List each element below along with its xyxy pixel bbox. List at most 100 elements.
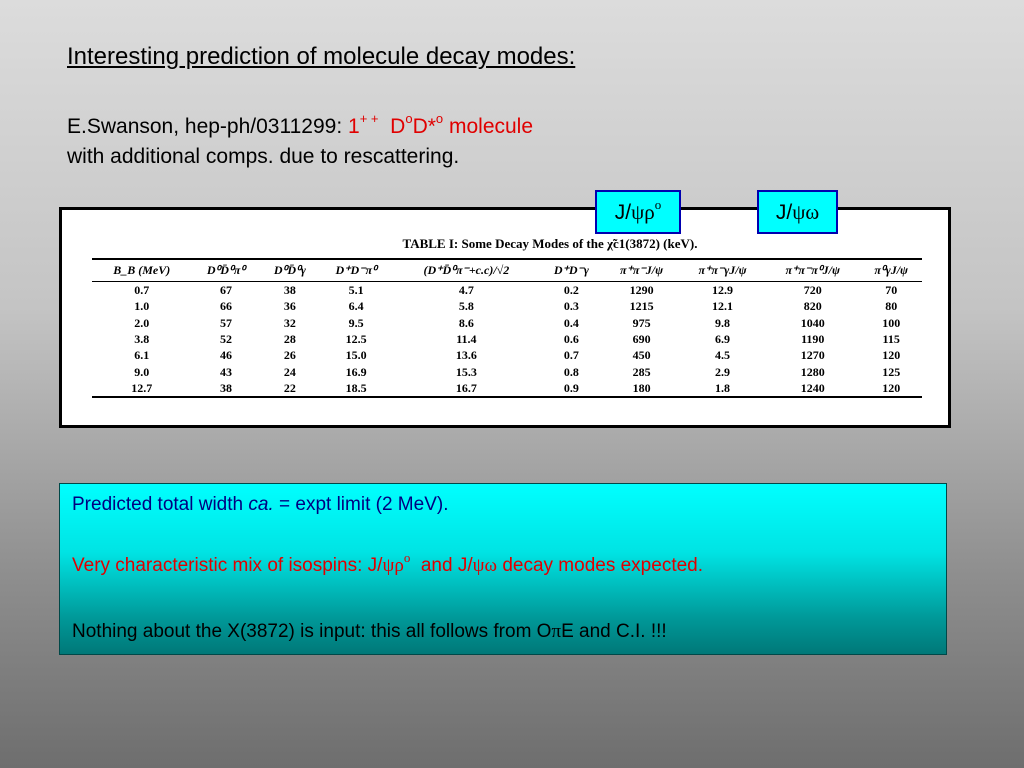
info-box: Predicted total width ca. = expt limit (…: [59, 483, 947, 655]
table-cell: 80: [885, 299, 898, 314]
table-cell: 125: [882, 364, 901, 379]
table-cell: 46: [220, 348, 232, 363]
table-cell: 120: [860, 379, 922, 399]
table-cell: 0.4: [563, 315, 579, 330]
table-cell: 18.5: [319, 379, 394, 399]
table-header: π⁺π⁻γJ/ψ: [680, 258, 766, 282]
table-cell: 8.6: [458, 315, 474, 330]
tag-jpsi-omega: J/ψω: [757, 190, 838, 234]
table-cell: 0.7: [134, 283, 150, 298]
table-cell: 0.6: [563, 332, 579, 347]
table-cell: 120: [882, 348, 901, 363]
table-body: 0.7 67 38 5.1 4.7 0.2 1290 12.9 720 70 1.0 66 36 6.4 5…: [92, 282, 922, 399]
table-cell: 36: [283, 299, 296, 314]
table-row: 2.0 57 32 9.5 8.6 0.4 975 9.8 1040 100: [92, 315, 922, 331]
table-cell: 690: [632, 332, 651, 347]
table-header: D⁺D⁻γ: [539, 258, 604, 282]
table-cell: 16.7: [393, 379, 540, 399]
table-cell: 820: [803, 299, 822, 314]
table-cell: 975: [632, 315, 651, 330]
table-cell: 1240: [765, 379, 861, 399]
table-cell: 1040: [800, 315, 825, 330]
table-cell: 6.1: [134, 348, 150, 363]
table-cell: 6.4: [348, 299, 364, 314]
table-cell: 16.9: [345, 364, 367, 379]
table-header: D⁰D̄⁰γ: [260, 258, 320, 282]
table-header: D⁰D̄⁰π⁰: [191, 258, 261, 282]
table-cell: 450: [632, 348, 651, 363]
reference-line-2: with additional comps. due to rescatteri…: [67, 145, 460, 168]
table-cell: 9.5: [348, 315, 364, 330]
table-header-row: B_B (MeV) D⁰D̄⁰π⁰ D⁰D̄⁰γ D⁺D⁻π⁰ (D⁺D̄⁰π⁻…: [92, 258, 922, 282]
table-cell: 0.8: [563, 364, 579, 379]
table-row: 1.0 66 36 6.4 5.8 0.3 1215 12.1 820 80: [92, 298, 922, 314]
table-cell: 22: [260, 379, 320, 399]
table-cell: 57: [220, 315, 232, 330]
table-cell: 1215: [629, 299, 654, 314]
table-cell: 13.6: [455, 348, 477, 363]
table-cell: 2.0: [134, 315, 150, 330]
table-cell: 12.7: [92, 379, 192, 399]
table-cell: 28: [283, 332, 296, 347]
table-cell: 9.8: [715, 315, 731, 330]
table-cell: 2.9: [715, 364, 731, 379]
table-cell: 1.0: [134, 299, 150, 314]
decay-table: B_B (MeV) D⁰D̄⁰π⁰ D⁰D̄⁰γ D⁺D⁻π⁰ (D⁺D̄⁰π⁻…: [92, 258, 922, 399]
table-row: 3.8 52 28 12.5 11.4 0.6 690 6.9 1190 115: [92, 331, 922, 347]
table-cell: 5.1: [348, 283, 364, 298]
table-cell: 720: [803, 283, 822, 298]
table-header: (D⁺D̄⁰π⁻+c.c)/√2: [393, 258, 540, 282]
table-cell: 12.9: [712, 283, 734, 298]
table-cell: 0.3: [563, 299, 579, 314]
table-cell: 1270: [800, 348, 825, 363]
table-cell: 11.4: [456, 332, 477, 347]
table-row: 12.7 38 22 18.5 16.7 0.9 180 1.8 1240 120: [92, 379, 922, 399]
info-line-width: Predicted total width ca. = expt limit (…: [72, 494, 449, 515]
table-cell: 67: [220, 283, 232, 298]
info-line-isospin: Very characteristic mix of isospins: J/ψ…: [72, 549, 704, 576]
table-cell: 1290: [629, 283, 654, 298]
table-cell: 52: [220, 332, 232, 347]
table-header: B_B (MeV): [92, 258, 192, 282]
state-label: 1+ + DoD*o molecule: [348, 111, 534, 138]
reference-author: E.Swanson, hep-ph/0311299:: [67, 115, 343, 138]
table-cell: 285: [632, 364, 651, 379]
table-cell: 38: [191, 379, 261, 399]
table-cell: 38: [283, 283, 296, 298]
table-cell: 115: [882, 332, 900, 347]
table-row: 6.1 46 26 15.0 13.6 0.7 450 4.5 1270 120: [92, 347, 922, 363]
table-cell: 12.1: [712, 299, 734, 314]
decay-table-figure: TABLE I: Some Decay Modes of the χ̃c1(38…: [59, 207, 951, 428]
table-cell: 0.9: [539, 379, 604, 399]
table-cell: 100: [882, 315, 901, 330]
table-cell: 4.7: [458, 283, 474, 298]
reference-text: E.Swanson, hep-ph/0311299: 1+ + DoD*o mo…: [67, 112, 533, 172]
reference-line-1: E.Swanson, hep-ph/0311299: 1+ + DoD*o mo…: [67, 112, 533, 142]
table-header: D⁺D⁻π⁰: [319, 258, 394, 282]
slide-title: Interesting prediction of molecule decay…: [67, 43, 576, 70]
table-cell: 180: [603, 379, 681, 399]
table-cell: 1280: [800, 364, 825, 379]
table-row: 9.0 43 24 16.9 15.3 0.8 285 2.9 1280 125: [92, 363, 922, 379]
table-cell: 1190: [801, 332, 825, 347]
table-cell: 32: [283, 315, 296, 330]
table-header: π⁺π⁻J/ψ: [603, 258, 681, 282]
table-cell: 43: [220, 364, 232, 379]
table-cell: 24: [283, 364, 296, 379]
table-caption: TABLE I: Some Decay Modes of the χ̃c1(38…: [402, 236, 698, 251]
table-row: 0.7 67 38 5.1 4.7 0.2 1290 12.9 720 70: [92, 282, 922, 299]
table-cell: 5.8: [458, 299, 474, 314]
info-line-input: Nothing about the X(3872) is input: this…: [72, 621, 667, 642]
table-cell: 70: [885, 283, 898, 298]
table-header: π⁺π⁻π⁰J/ψ: [765, 258, 861, 282]
table-header: π⁰γJ/ψ: [860, 258, 922, 282]
table-cell: 15.3: [455, 364, 477, 379]
table-cell: 4.5: [715, 348, 731, 363]
table-cell: 12.5: [345, 332, 367, 347]
table-cell: 15.0: [345, 348, 367, 363]
table-cell: 66: [220, 299, 232, 314]
table-cell: 26: [283, 348, 296, 363]
table-cell: 0.7: [563, 348, 579, 363]
table-cell: 9.0: [134, 364, 150, 379]
table-cell: 6.9: [715, 332, 731, 347]
